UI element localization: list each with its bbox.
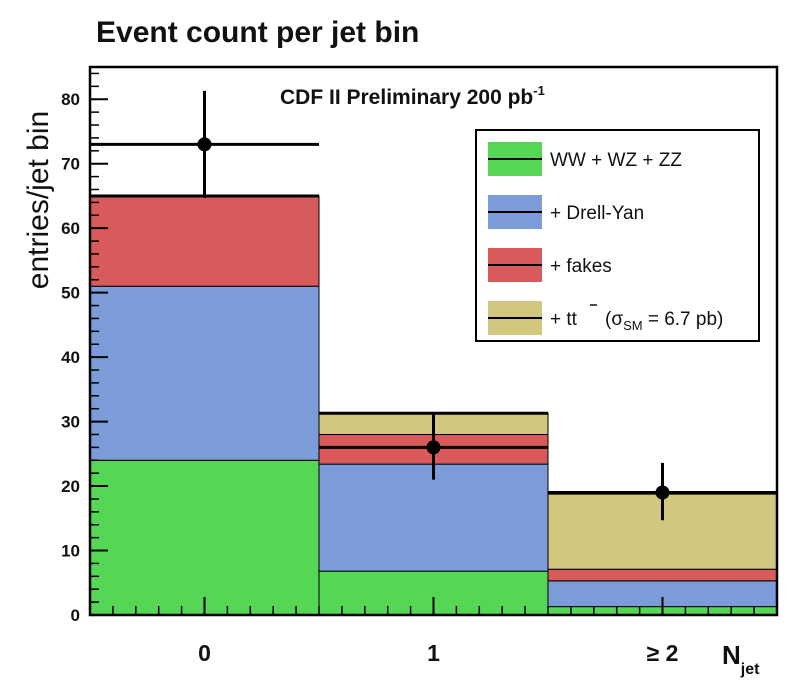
- bar-segment-1-bin-1: [318, 463, 549, 572]
- y-tick-label-70: 70: [61, 155, 80, 174]
- data-point-2: [655, 485, 670, 500]
- legend: WW + WZ + ZZ + Drell-Yan + fakes + tt (σSM =…: [475, 129, 760, 342]
- y-tick-label-20: 20: [61, 477, 80, 496]
- x-tick-label-0: 0: [198, 640, 211, 666]
- y-axis-label: entries/jet bin: [22, 111, 55, 289]
- bar-segment-2-bin-2: [547, 568, 778, 582]
- y-axis-ticks: 0 10 20 30 40 50 60 70 80: [61, 72, 108, 625]
- legend-label-0: WW + WZ + ZZ: [550, 150, 682, 171]
- bar-segment-0-bin-0: [89, 459, 320, 616]
- y-tick-label-10: 10: [61, 542, 80, 561]
- x-tick-label-2: ≥ 2: [647, 640, 679, 666]
- y-tick-label-50: 50: [61, 284, 80, 303]
- y-tick-label-0: 0: [71, 606, 80, 625]
- y-tick-label-60: 60: [61, 219, 80, 238]
- data-points: [90, 90, 777, 521]
- y-tick-label-80: 80: [61, 90, 80, 109]
- bar-segment-2-bin-0: [89, 195, 320, 287]
- preliminary-annotation: CDF II Preliminary 200 pb-1: [280, 83, 545, 109]
- x-tick-label-1: 1: [427, 640, 440, 666]
- legend-ttbar-detail: (σSM = 6.7 pb): [605, 309, 723, 333]
- y-tick-label-40: 40: [61, 348, 80, 367]
- data-point-0: [197, 137, 212, 152]
- y-tick-label-30: 30: [61, 413, 80, 432]
- chart-title: Event count per jet bin: [96, 16, 419, 49]
- x-axis-ticks: 0 1 ≥ 2: [112, 597, 755, 666]
- legend-label-2: + fakes: [550, 256, 612, 277]
- x-axis-label: Njet: [722, 640, 760, 678]
- legend-label-3: + tt: [550, 309, 578, 330]
- legend-label-1: + Drell-Yan: [550, 203, 644, 224]
- bar-segment-1-bin-0: [89, 285, 320, 461]
- data-point-1: [426, 440, 441, 455]
